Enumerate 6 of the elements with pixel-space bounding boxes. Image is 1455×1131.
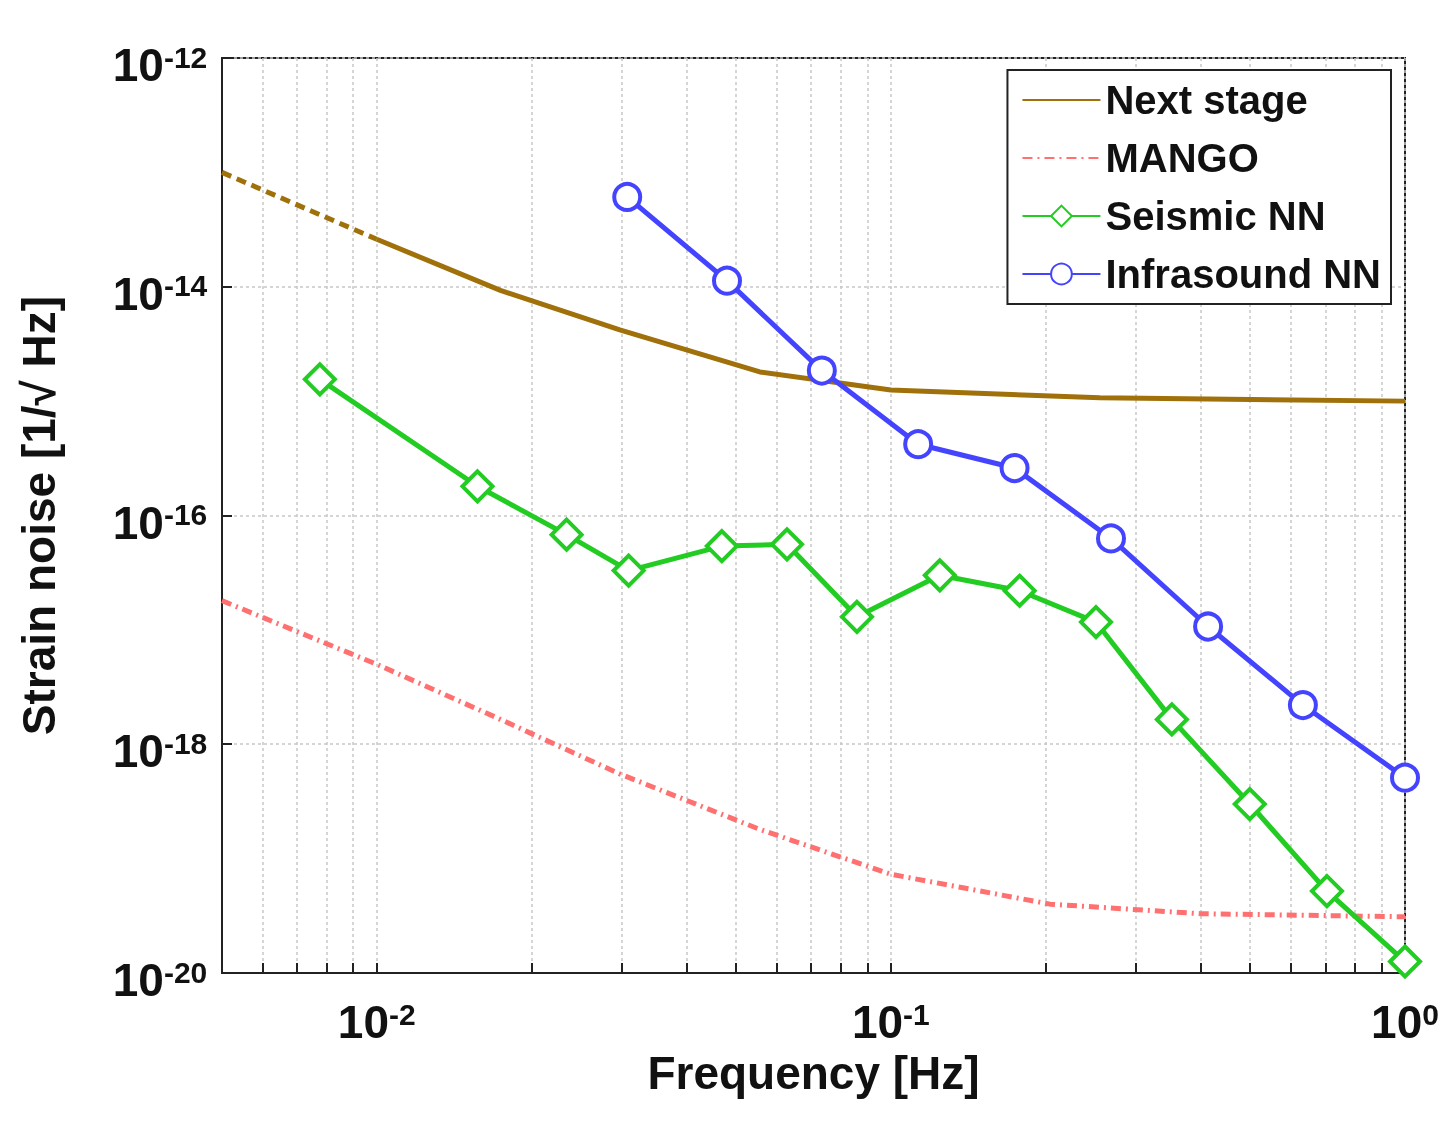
- x-axis-title: Frequency [Hz]: [647, 1046, 980, 1099]
- y-axis-title: Strain noise [1/√ Hz]: [13, 295, 65, 736]
- legend-label: MANGO: [1105, 136, 1259, 180]
- legend-label: Infrasound NN: [1105, 252, 1381, 296]
- legend-label: Seismic NN: [1105, 194, 1326, 238]
- legend-label: Next stage: [1105, 78, 1308, 122]
